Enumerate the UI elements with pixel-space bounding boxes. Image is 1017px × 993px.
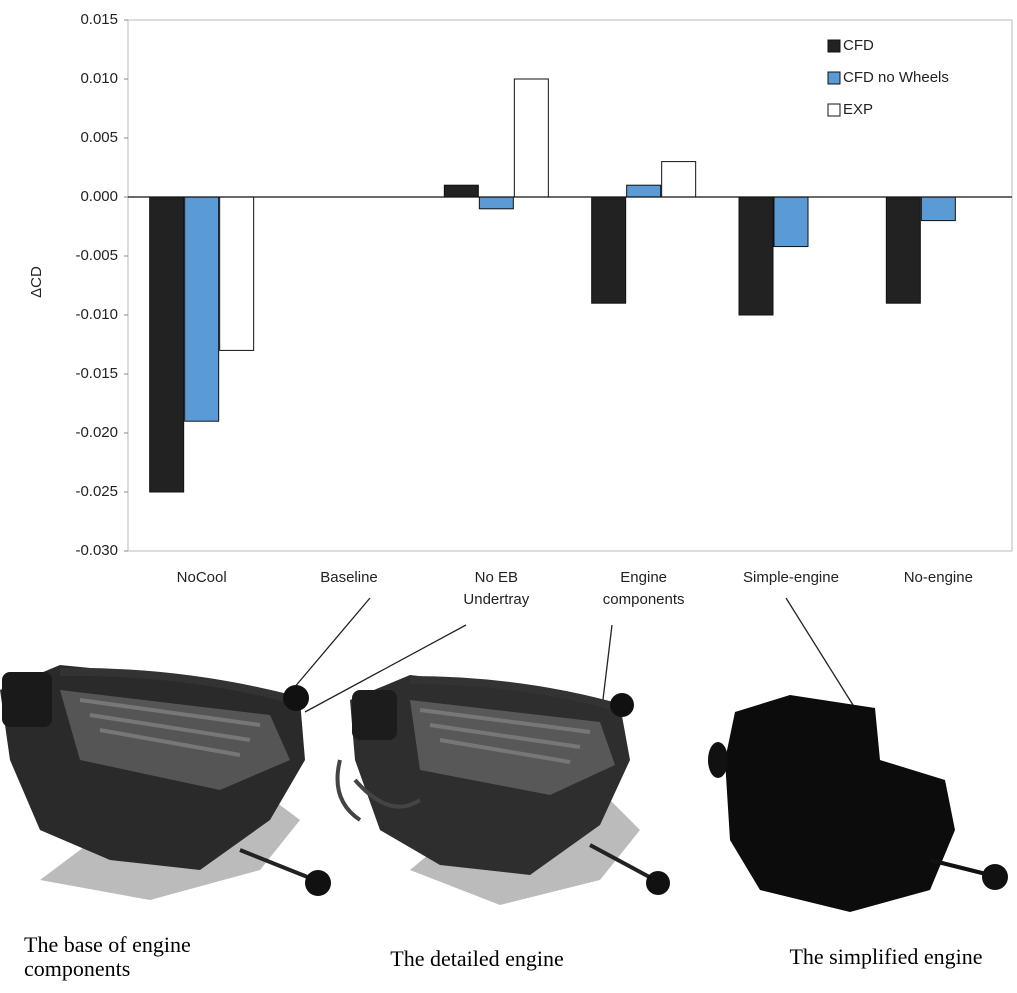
x-tick-label: No EB Undertray [444, 567, 548, 611]
x-tick-label: Engine components [592, 567, 696, 611]
caption: The simplified engine [755, 945, 1017, 969]
y-tick-label: 0.005 [80, 129, 118, 146]
legend-swatch [828, 40, 840, 52]
y-axis-label: ΔCD [28, 266, 45, 298]
legend-label: CFD no Wheels [843, 69, 949, 86]
legend-swatch [828, 104, 840, 116]
bar [886, 197, 920, 303]
x-tick-label: Simple-engine [739, 567, 843, 589]
bar [627, 185, 661, 197]
bar [220, 197, 254, 350]
x-tick-label: NoCool [150, 567, 254, 589]
leader-line [288, 598, 370, 695]
bar [921, 197, 955, 221]
legend-label: CFD [843, 37, 874, 54]
bar [662, 162, 696, 197]
leader-line [786, 598, 858, 713]
bar [444, 185, 478, 197]
bar [774, 197, 808, 247]
legend-label: EXP [843, 101, 873, 118]
chart: ΔCD -0.030-0.025-0.020-0.015- [0, 0, 1017, 993]
bar [592, 197, 626, 303]
bar [514, 79, 548, 197]
bar [185, 197, 219, 421]
bar [479, 197, 513, 209]
x-tick-label: No-engine [886, 567, 990, 589]
y-tick-label: -0.010 [75, 306, 118, 323]
bar [739, 197, 773, 315]
y-tick-label: 0.010 [80, 70, 118, 87]
x-tick-label: Baseline [297, 567, 401, 589]
engine-image-detailed [338, 675, 671, 905]
y-tick-label: -0.015 [75, 365, 118, 382]
y-tick-label: 0.000 [80, 188, 118, 205]
bar [150, 197, 184, 492]
y-tick-label: -0.005 [75, 247, 118, 264]
legend-swatch [828, 72, 840, 84]
caption: The base of engine components [18, 933, 264, 981]
y-tick-label: -0.025 [75, 483, 118, 500]
caption: The detailed engine [357, 947, 597, 971]
y-tick-label: -0.020 [75, 424, 118, 441]
plot-frame [128, 20, 1012, 551]
y-tick-label: -0.030 [75, 542, 118, 559]
y-tick-label: 0.015 [80, 11, 118, 28]
engine-image-simplified [708, 695, 1008, 912]
page: ΔCD -0.030-0.025-0.020-0.015- [0, 0, 1017, 993]
engine-image-base [0, 665, 331, 900]
